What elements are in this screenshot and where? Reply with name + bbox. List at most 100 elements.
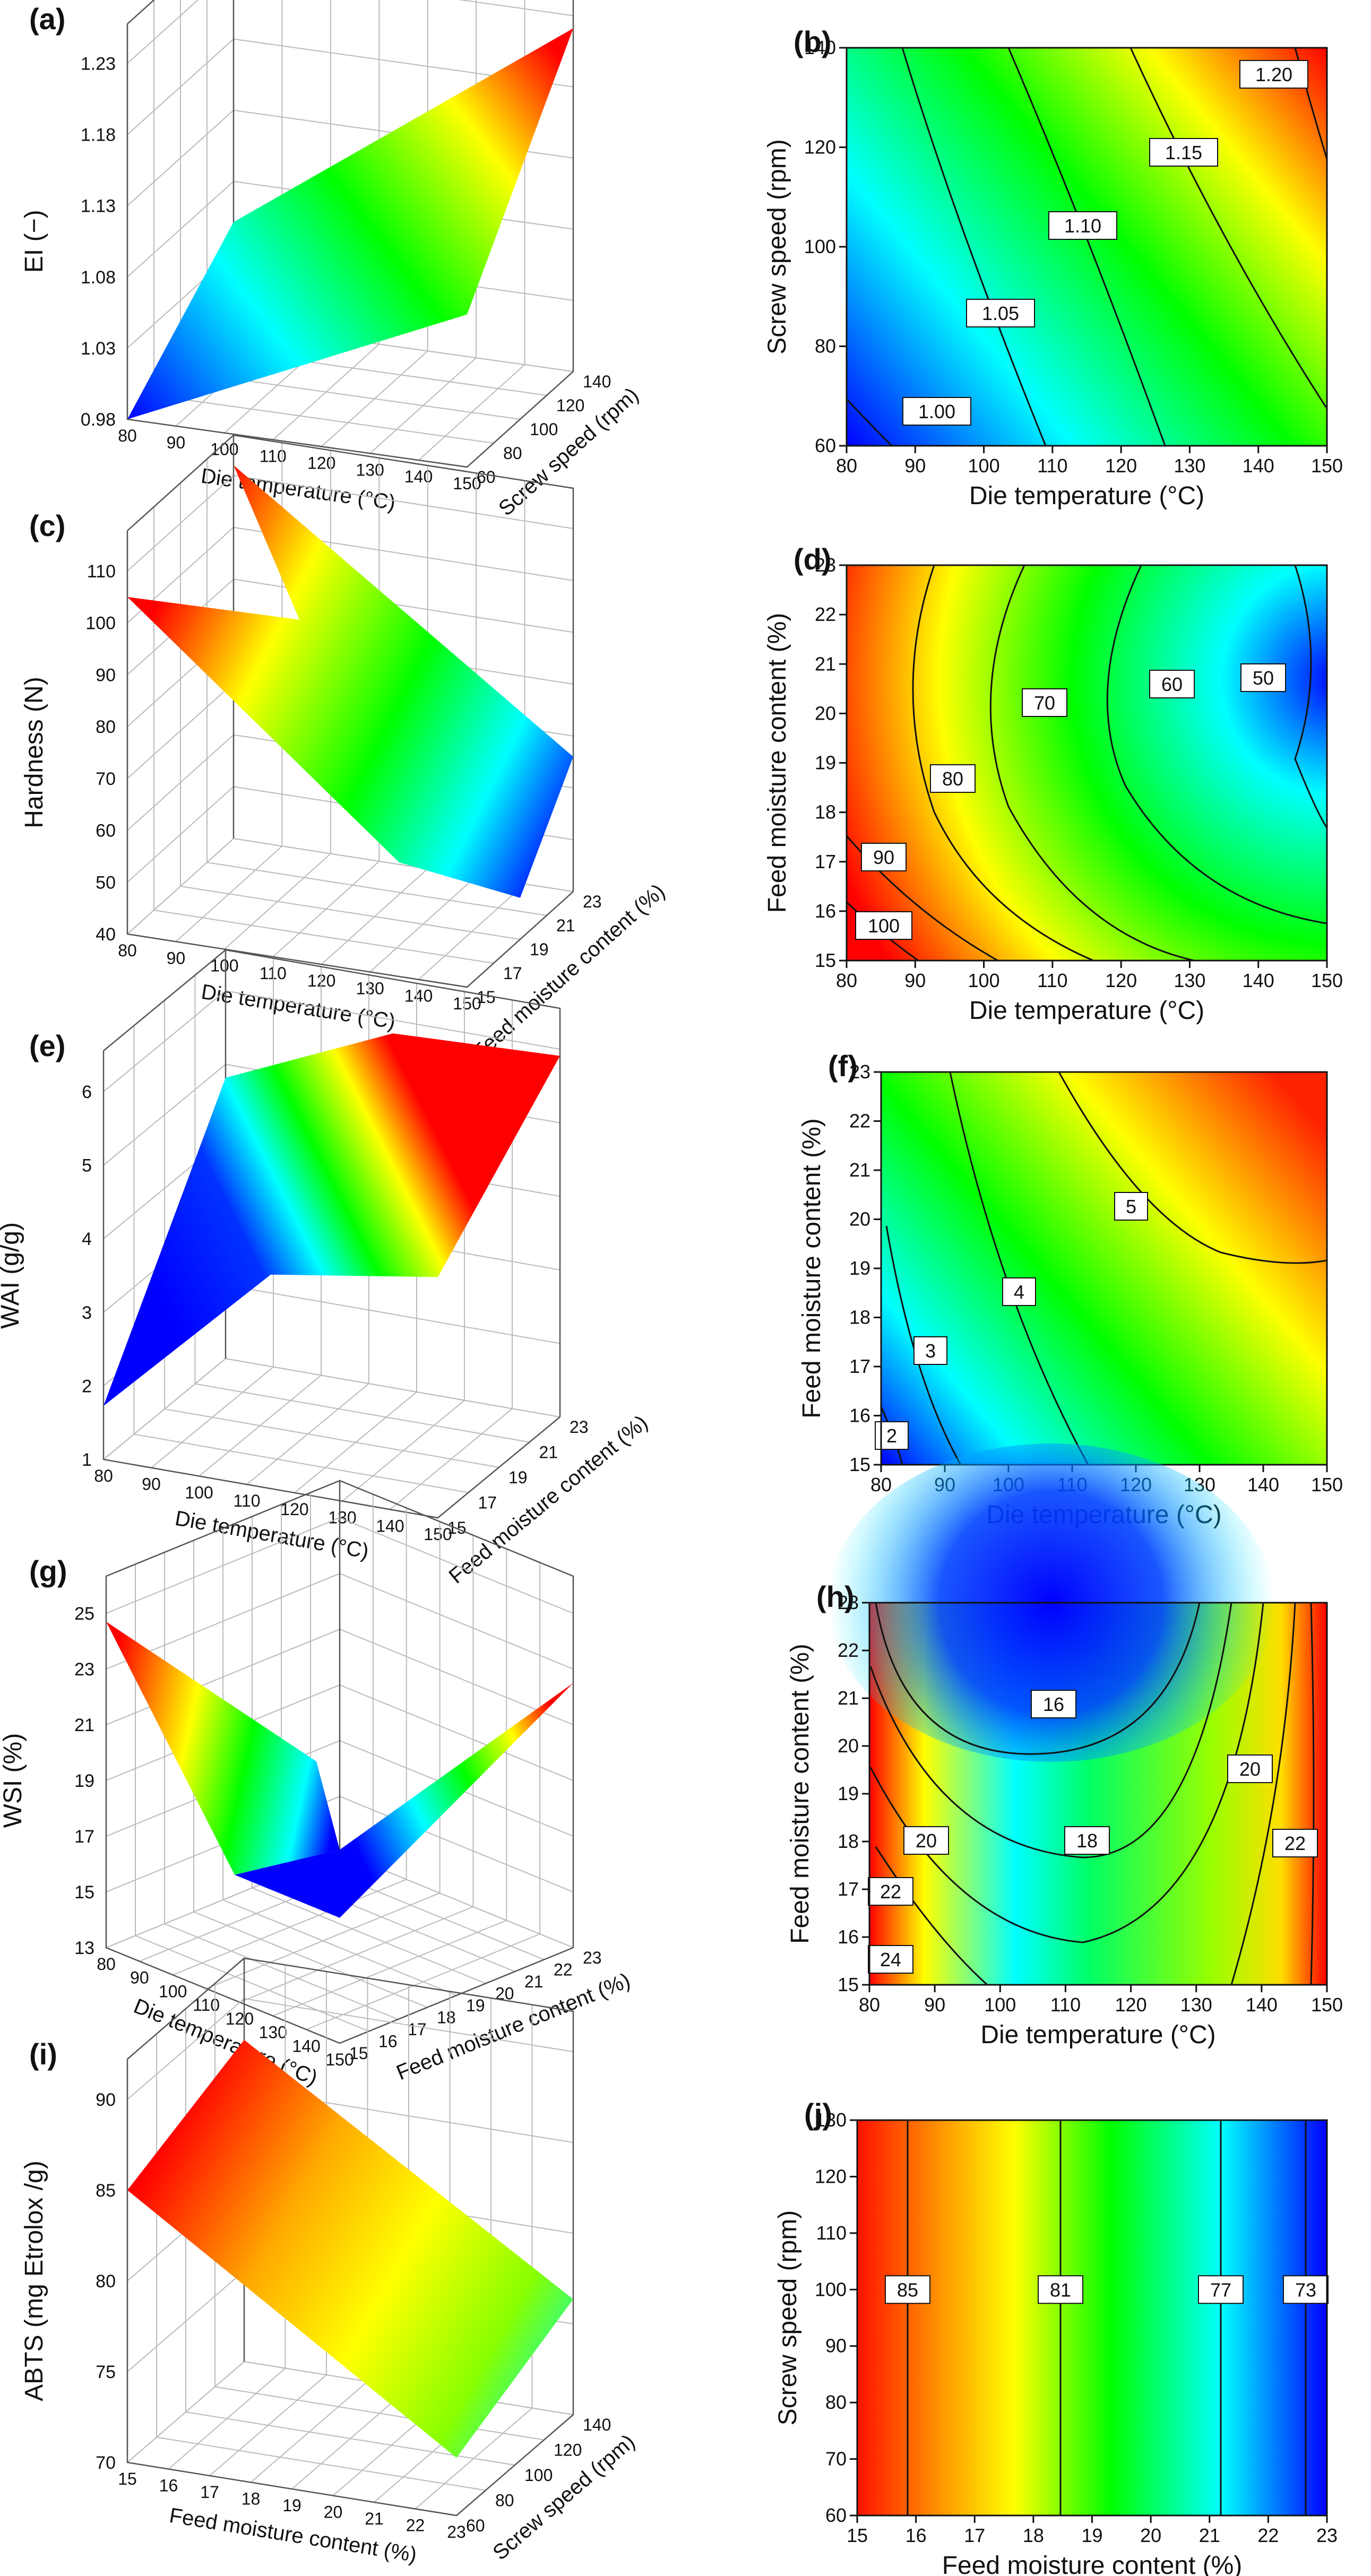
y-tick-label-h: 18	[838, 1830, 859, 1852]
y-tick-label-c: 21	[556, 916, 575, 935]
y-axis-title-d: Feed moisture content (%)	[763, 613, 791, 913]
y-axis-title-f: Feed moisture content (%)	[798, 1118, 826, 1419]
y-tick-label-a: 60	[477, 468, 496, 487]
z-axis-title-g: WSI (%)	[0, 1733, 27, 1828]
x-tick-label-b: 120	[1105, 455, 1137, 477]
x-tick-label-h: 150	[1311, 1994, 1343, 2016]
z-axis-title-c: Hardness (N)	[20, 677, 48, 828]
contour-fill-j	[857, 2120, 1327, 2516]
y-tick-label-h: 16	[838, 1926, 859, 1948]
panel-e-surface: 80 90 100 110 120 130 140 1501517192123123456Di…	[0, 949, 652, 1588]
x-tick-label-b: 80	[836, 455, 857, 477]
x-tick-label-h: 130	[1180, 1994, 1212, 2016]
y-tick-label-e: 23	[570, 1417, 589, 1437]
x-tick-label-g: 80	[97, 1955, 116, 1974]
z-tick-label-a: 0.98	[81, 410, 116, 430]
x-tick-label-d: 90	[904, 970, 926, 991]
y-tick-label-b: 60	[815, 435, 836, 456]
x-tick-label-i: 23	[447, 2522, 466, 2542]
y-tick-label-e: 19	[508, 1468, 528, 1487]
contour-label-h: 24	[880, 1949, 901, 1970]
y-tick-label-g: 15	[349, 2044, 368, 2063]
contour-label-box-j	[1198, 2275, 1244, 2304]
z-tick-label-e: 5	[82, 1156, 92, 1176]
contour-fill-d	[847, 565, 1327, 961]
y-tick-label-a: 80	[503, 444, 522, 463]
contour-line-b	[1007, 47, 1166, 446]
panel-g-surface: 8090100110120130140150151617181920212223…	[0, 1480, 634, 2090]
contour-line-b	[901, 47, 1047, 446]
y-tick-label-b: 140	[804, 37, 836, 58]
box-edge-top-e	[103, 949, 226, 1051]
surface-a	[127, 28, 573, 419]
x-tick-label-b: 140	[1243, 455, 1274, 477]
contour-label-box-d	[1240, 663, 1286, 692]
z-tick-label-i: 90	[96, 2090, 116, 2110]
x-tick-label-g: 150	[325, 2050, 353, 2069]
contour-line-h	[869, 1602, 1232, 1858]
x-tick-label-f: 150	[1311, 1474, 1343, 1496]
z-tick-label-g: 21	[74, 1715, 94, 1735]
x-tick-label-i: 21	[365, 2509, 384, 2528]
contour-label-h: 20	[1239, 1758, 1261, 1780]
panel-i-surface: 15 16 17 18 19 20 21 22 23 6080100120140707580859…	[20, 1957, 640, 2567]
y-tick-label-c: 17	[503, 964, 522, 983]
y-tick-label-b: 120	[804, 136, 836, 158]
x-tick-label-j: 21	[1199, 2525, 1220, 2546]
x-tick-label-j: 22	[1257, 2525, 1279, 2546]
y-axis-title-b: Screw speed (rpm)	[763, 139, 791, 354]
contour-label-b: 1.05	[982, 302, 1019, 324]
x-tick-label-c: 150	[453, 994, 481, 1013]
y-tick-label-f: 18	[849, 1307, 870, 1328]
x-tick-label-e: 140	[376, 1516, 404, 1535]
z-tick-label-e: 3	[82, 1303, 92, 1323]
x-tick-label-a: 80	[118, 426, 137, 445]
y-tick-label-j: 100	[815, 2278, 847, 2300]
surface-i	[127, 2039, 573, 2458]
surface-g-back	[235, 1683, 573, 1918]
x-tick-label-a: 90	[167, 433, 186, 452]
y-tick-label-e: 17	[478, 1493, 497, 1512]
z-tick-label-e: 2	[82, 1376, 92, 1396]
contour-label-box-h	[868, 1877, 913, 1906]
x-axis-title-d: Die temperature (°C)	[969, 997, 1204, 1025]
contour-label-box-f	[1002, 1277, 1036, 1306]
z-tick-label-a: 1.18	[81, 125, 116, 145]
grid-line-z-e	[103, 1358, 561, 1460]
y-tick-label-c: 19	[530, 940, 549, 959]
y-tick-label-a: 120	[556, 396, 584, 415]
z-tick-label-c: 60	[96, 821, 116, 841]
x-tick-label-c: 140	[404, 987, 433, 1006]
box-edge-c	[126, 531, 574, 988]
y-tick-label-j: 70	[825, 2448, 847, 2470]
y-tick-label-j: 120	[815, 2165, 847, 2187]
contour-label-box-h	[1227, 1754, 1273, 1783]
contour-label-box-b	[1149, 138, 1218, 167]
x-tick-label-i: 17	[200, 2483, 219, 2502]
x-tick-label-a: 130	[356, 460, 384, 479]
panel-letter-f: (f)	[828, 1049, 858, 1083]
y-tick-label-g: 18	[437, 2008, 456, 2027]
panel-letter-j: (j)	[804, 2097, 832, 2131]
x-tick-label-j: 17	[964, 2525, 985, 2546]
y-tick-label-c: 23	[583, 892, 602, 911]
y-axis-title-c: Feed moisture content (%)	[468, 879, 669, 1064]
contour-label-d: 100	[868, 915, 900, 937]
contour-line-h	[875, 1846, 988, 1986]
y-tick-label-d: 15	[815, 949, 836, 971]
x-tick-label-g: 140	[292, 2036, 320, 2055]
y-tick-label-f: 23	[849, 1061, 870, 1083]
z-tick-label-c: 100	[85, 613, 116, 634]
x-tick-label-b: 130	[1174, 455, 1205, 477]
contour-fill-b	[847, 48, 1327, 446]
contour-label-box-j	[1038, 2275, 1083, 2304]
y-tick-label-j: 60	[825, 2504, 847, 2526]
x-tick-label-f: 140	[1247, 1474, 1279, 1496]
contour-label-h: 22	[1284, 1832, 1306, 1854]
y-tick-label-d: 16	[815, 900, 836, 922]
contour-line-h	[1310, 1602, 1315, 1985]
box-edge-top-c	[127, 435, 234, 531]
contour-label-d: 90	[873, 846, 894, 868]
y-tick-label-h: 20	[838, 1735, 859, 1757]
contour-label-b: 1.15	[1165, 142, 1202, 163]
